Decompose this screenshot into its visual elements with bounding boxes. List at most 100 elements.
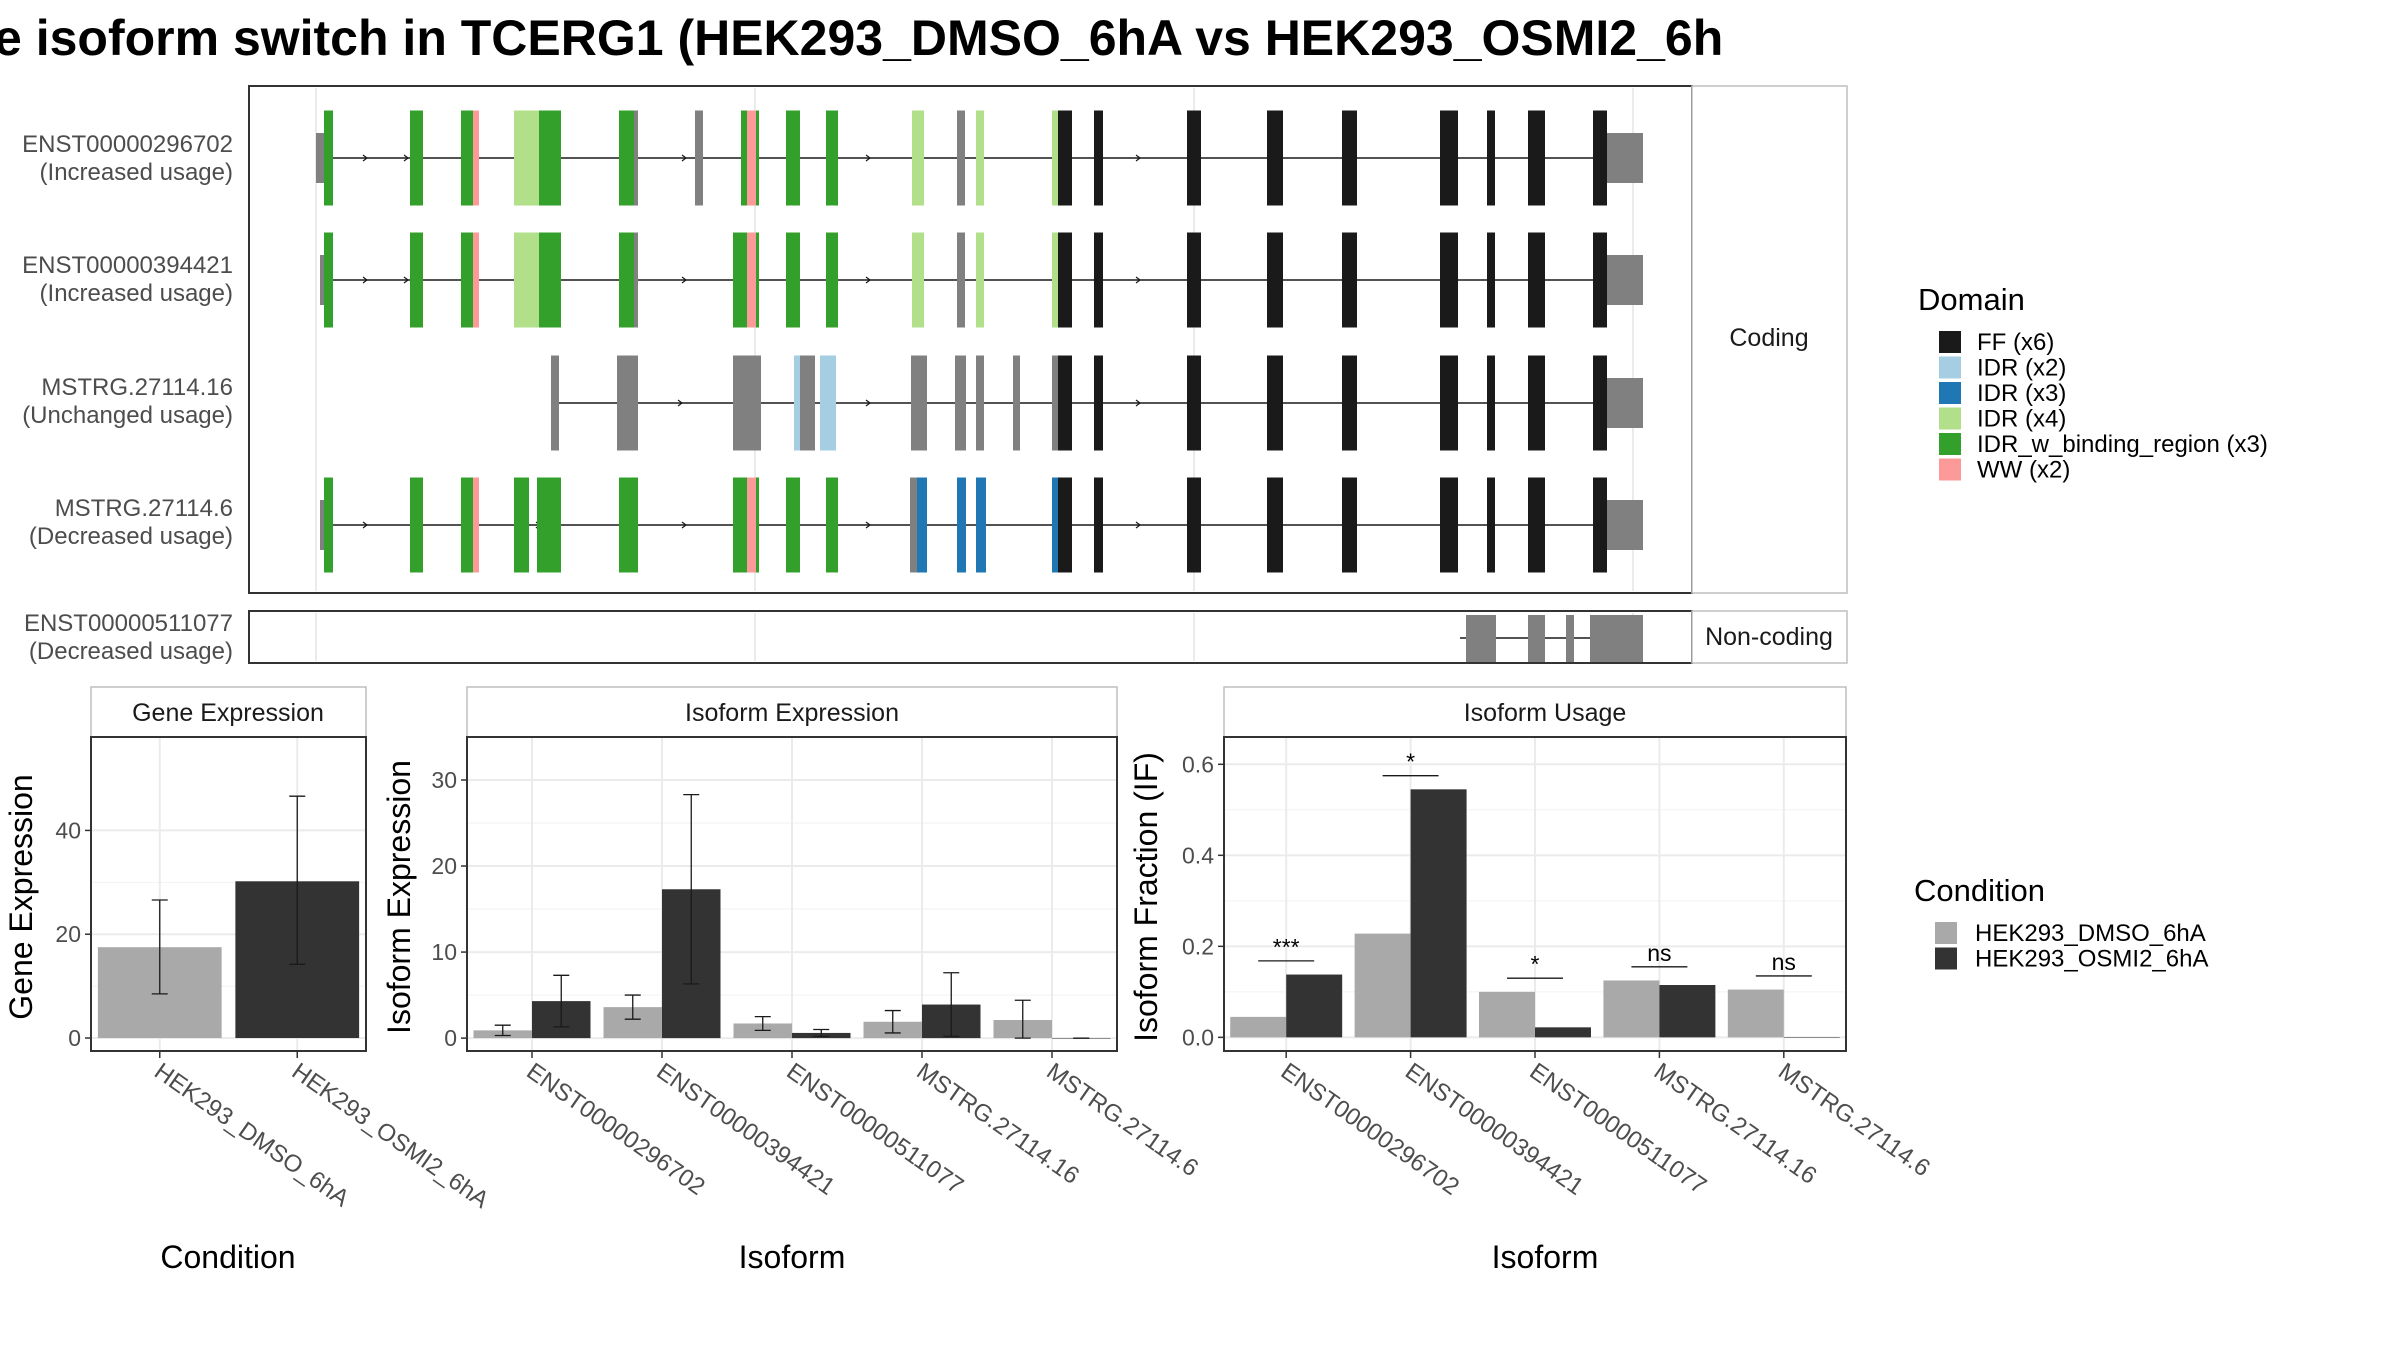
exon-block xyxy=(1440,232,1458,328)
exon-block xyxy=(1342,232,1357,328)
exon-block xyxy=(410,477,423,573)
y-tick-label: 20 xyxy=(431,853,457,879)
legend-swatch xyxy=(1935,947,1957,970)
exon-block xyxy=(1187,477,1201,573)
bar xyxy=(1410,789,1467,1038)
exon-block xyxy=(617,355,638,451)
exon-block xyxy=(514,110,539,206)
transcript-usage: (Increased usage) xyxy=(40,280,233,307)
exon-block xyxy=(1013,355,1020,451)
exon-block xyxy=(1058,232,1072,328)
legend-swatch xyxy=(1939,356,1961,379)
exon-block xyxy=(1052,477,1062,573)
exon-block xyxy=(410,110,423,206)
transcript-label-1: ENST00000296702 (Increased usage) xyxy=(22,131,233,186)
isoform-expression-chart: Isoform Expression Isoform Isoform Expre… xyxy=(381,686,1203,1275)
isoform-usage-title: Isoform Usage xyxy=(1464,699,1627,727)
exon-block xyxy=(1487,355,1495,451)
exon-block xyxy=(1440,477,1458,573)
isoform-usage-chart: Isoform Usage Isoform Isoform Fraction (… xyxy=(1128,686,1935,1275)
isoform-usage-plot-area: 0.00.20.40.6***** ns nsENST00000296702ENST… xyxy=(1182,736,1935,1201)
y-tick-label: 10 xyxy=(431,939,457,965)
y-tick-label: 0.0 xyxy=(1182,1024,1214,1050)
isoform-expression-title: Isoform Expression xyxy=(685,699,899,727)
exon-block xyxy=(747,232,756,328)
legend-label: HEK293_DMSO_6hA xyxy=(1975,920,2206,947)
transcript-structure-panel: Coding Non-coding ENST00000296702 (Incre… xyxy=(22,85,1848,665)
exon-block xyxy=(957,110,965,206)
exon-block xyxy=(1267,232,1283,328)
transcript-usage: (Unchanged usage) xyxy=(22,402,233,429)
exon-block xyxy=(1566,615,1574,662)
bar xyxy=(1535,1027,1591,1038)
y-tick-label: 0.4 xyxy=(1182,842,1214,868)
exon-block xyxy=(551,355,559,451)
domain-legend-title: Domain xyxy=(1918,282,2025,317)
exon-block xyxy=(747,110,756,206)
y-tick-label: 0 xyxy=(444,1025,457,1051)
exon-block xyxy=(1058,355,1072,451)
legend-label: IDR (x2) xyxy=(1977,355,2066,382)
exon-block xyxy=(1187,232,1201,328)
exon-block xyxy=(634,110,638,206)
isoform-usage-strip xyxy=(1223,686,1847,738)
exon-block xyxy=(1187,355,1201,451)
exon-block xyxy=(539,110,561,206)
strand-arrow xyxy=(403,276,409,284)
exon-block xyxy=(826,110,838,206)
exon-block xyxy=(514,232,539,328)
legend-swatch xyxy=(1939,382,1961,404)
exon-block xyxy=(800,355,815,451)
exon-block xyxy=(1590,615,1643,662)
exon-block xyxy=(912,110,924,206)
bar xyxy=(1727,989,1784,1038)
legend-label: IDR (x3) xyxy=(1977,380,2066,407)
bar xyxy=(1783,1037,1840,1038)
transcript-structure-row xyxy=(1460,615,1643,662)
strand-arrow xyxy=(681,154,687,162)
exon-block xyxy=(537,477,561,573)
exon-block xyxy=(1528,110,1545,206)
transcript-structure-row xyxy=(551,355,1643,451)
legend-label: IDR_w_binding_region (x3) xyxy=(1977,431,2268,458)
exon-block xyxy=(1267,477,1283,573)
exon-block xyxy=(1342,110,1357,206)
isoform-usage-xlabel: Isoform xyxy=(1492,1239,1599,1275)
coding-strip xyxy=(1691,85,1848,594)
isoform-expression-xlabel: Isoform xyxy=(739,1239,846,1275)
exon-block xyxy=(461,110,473,206)
isoform-expression-strip xyxy=(466,686,1118,738)
exon-block xyxy=(1593,110,1607,206)
exon-block xyxy=(619,110,634,206)
exon-block xyxy=(695,110,703,206)
strand-arrow xyxy=(403,154,409,162)
exon-block xyxy=(786,477,800,573)
exon-block xyxy=(976,232,984,328)
exon-block xyxy=(786,232,800,328)
transcript-structure-row xyxy=(320,477,1643,573)
y-tick-label: 0.6 xyxy=(1182,751,1214,777)
bar xyxy=(1230,1016,1287,1038)
gene-expression-title: Gene Expression xyxy=(132,699,324,727)
significance-label: * xyxy=(1406,749,1415,775)
bar xyxy=(1479,991,1535,1038)
exon-block xyxy=(473,110,479,206)
bar xyxy=(1603,980,1660,1038)
exon-block xyxy=(320,255,325,305)
exon-block xyxy=(747,477,756,573)
exon-block xyxy=(1593,232,1607,328)
transcript-usage: (Decreased usage) xyxy=(29,523,233,550)
exon-block xyxy=(461,477,473,573)
exon-block xyxy=(1607,255,1643,305)
strand-arrow xyxy=(681,521,687,529)
exon-block xyxy=(539,232,561,328)
strand-arrow xyxy=(865,521,871,529)
exon-block xyxy=(794,355,800,451)
transcript-label-4: MSTRG.27114.6 (Decreased usage) xyxy=(29,495,233,550)
exon-block xyxy=(826,232,838,328)
exon-block xyxy=(1267,110,1283,206)
isoform-expression-ylabel: Isoform Expression xyxy=(381,760,417,1034)
significance-label: ns xyxy=(1647,940,1671,966)
transcript-id: MSTRG.27114.6 xyxy=(55,495,233,522)
significance-label: * xyxy=(1531,951,1540,977)
